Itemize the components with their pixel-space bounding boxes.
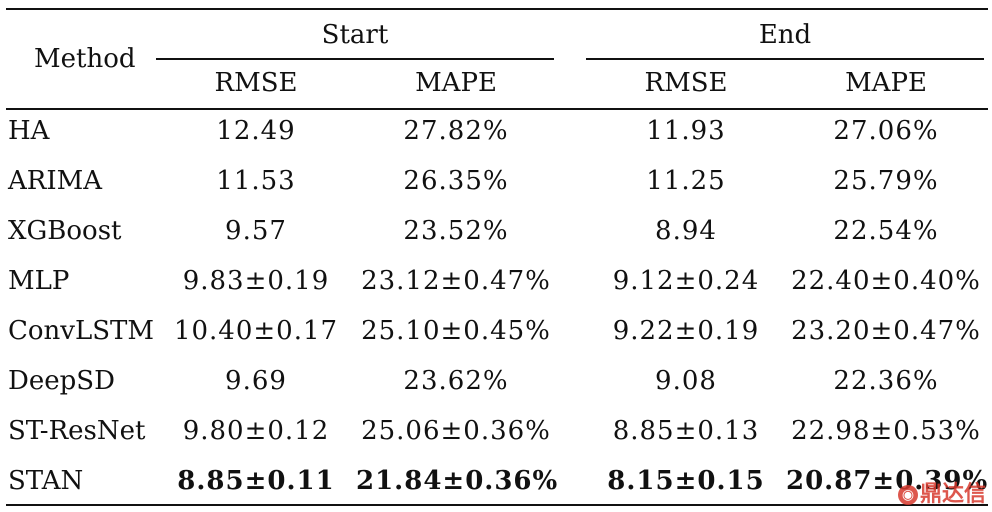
end-rmse-cell: 9.22±0.19 (612, 316, 760, 346)
start-mape-cell: 23.52% (403, 216, 509, 246)
table-row: MLP 9.83±0.19 23.12±0.47% 9.12±0.24 22.4… (6, 258, 988, 308)
end-mape-cell: 22.40±0.40% (791, 266, 981, 296)
end-mape-cell: 22.54% (833, 216, 939, 246)
start-mape-cell: 25.06±0.36% (361, 416, 551, 446)
end-rmse-cell: 8.85±0.13 (612, 416, 760, 446)
start-group-header: Start (321, 20, 389, 50)
end-group-header: End (758, 20, 812, 50)
end-rmse-cell: 8.15±0.15 (607, 466, 765, 496)
watermark-icon: ◉ (897, 485, 918, 505)
method-cell: DeepSD (8, 366, 115, 396)
start-mape-cell: 21.84±0.36% (356, 466, 559, 496)
watermark-logo: ◉ 鼎达信 (897, 476, 986, 508)
end-rmse-cell: 9.08 (655, 366, 717, 396)
start-mape-cell: 27.82% (403, 116, 509, 146)
start-rmse-header: RMSE (214, 68, 298, 98)
end-rmse-cell: 11.25 (646, 166, 726, 196)
end-group-rule (586, 58, 984, 60)
table-row: ARIMA 11.53 26.35% 11.25 25.79% (6, 158, 988, 208)
end-rmse-cell: 9.12±0.24 (612, 266, 760, 296)
start-mape-cell: 23.12±0.47% (361, 266, 551, 296)
end-mape-cell: 27.06% (833, 116, 939, 146)
method-cell: ARIMA (8, 166, 103, 196)
start-mape-header: MAPE (415, 68, 497, 98)
start-rmse-cell: 9.80±0.12 (182, 416, 330, 446)
start-mape-cell: 23.62% (403, 366, 509, 396)
table-row: ST-ResNet 9.80±0.12 25.06±0.36% 8.85±0.1… (6, 408, 988, 458)
table-row: DeepSD 9.69 23.62% 9.08 22.36% (6, 358, 988, 408)
start-rmse-cell: 12.49 (216, 116, 296, 146)
end-mape-cell: 20.87±0.39% (786, 466, 989, 496)
method-cell: MLP (8, 266, 70, 296)
end-rmse-cell: 8.94 (655, 216, 717, 246)
method-cell: XGBoost (8, 216, 122, 246)
method-cell: ST-ResNet (8, 416, 146, 446)
header-rule (6, 108, 988, 110)
start-group-rule (156, 58, 554, 60)
top-rule (6, 8, 988, 10)
end-mape-cell: 23.20±0.47% (791, 316, 981, 346)
start-rmse-cell: 9.57 (225, 216, 287, 246)
method-header: Method (34, 44, 136, 74)
start-rmse-cell: 11.53 (216, 166, 296, 196)
method-cell: STAN (8, 466, 84, 496)
start-rmse-cell: 8.85±0.11 (177, 466, 335, 496)
start-mape-cell: 25.10±0.45% (361, 316, 551, 346)
end-mape-cell: 25.79% (833, 166, 939, 196)
table-row: XGBoost 9.57 23.52% 8.94 22.54% (6, 208, 988, 258)
table-row-best: STAN 8.85±0.11 21.84±0.36% 8.15±0.15 20.… (6, 458, 988, 508)
table-row: HA 12.49 27.82% 11.93 27.06% (6, 108, 988, 158)
table-row: ConvLSTM 10.40±0.17 25.10±0.45% 9.22±0.1… (6, 308, 988, 358)
method-cell: ConvLSTM (8, 316, 155, 346)
start-mape-cell: 26.35% (403, 166, 509, 196)
end-mape-header: MAPE (845, 68, 927, 98)
end-mape-cell: 22.98±0.53% (791, 416, 981, 446)
start-rmse-cell: 10.40±0.17 (173, 316, 339, 346)
end-mape-cell: 22.36% (833, 366, 939, 396)
bottom-rule (6, 504, 988, 506)
start-rmse-cell: 9.69 (225, 366, 287, 396)
start-rmse-cell: 9.83±0.19 (182, 266, 330, 296)
end-rmse-cell: 11.93 (646, 116, 726, 146)
watermark-text: 鼎达信 (919, 482, 986, 507)
method-cell: HA (8, 116, 50, 146)
end-rmse-header: RMSE (644, 68, 728, 98)
